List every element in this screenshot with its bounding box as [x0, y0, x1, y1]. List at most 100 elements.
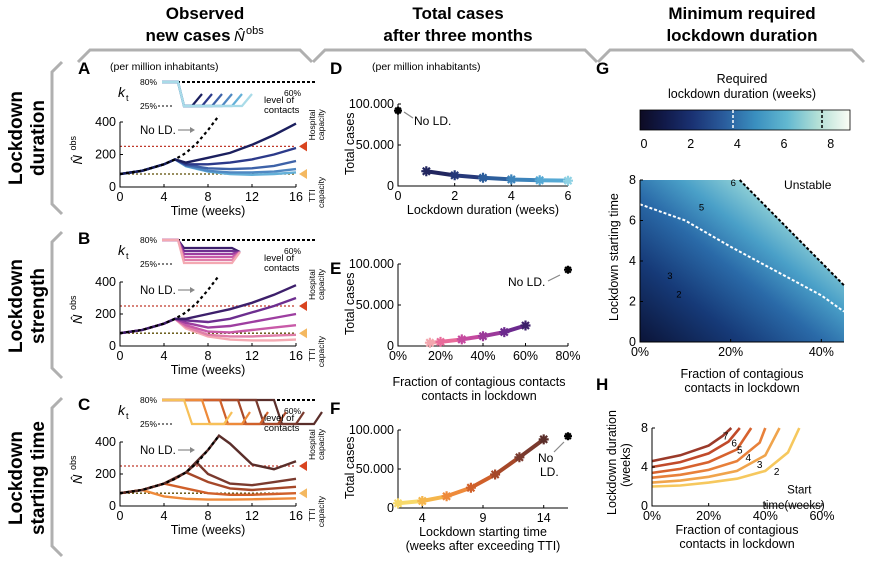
no-lockdown-point — [394, 107, 402, 115]
data-point — [457, 334, 467, 344]
colorbar-tick-label: 4 — [734, 137, 741, 151]
colorbar: Required lockdown duration (weeks) — [640, 72, 850, 130]
data-point — [499, 327, 509, 337]
panel-h-required-duration: 765432Starttime(weeks)0%20%40%60%048Lock… — [605, 410, 835, 551]
contour-label: 6 — [731, 178, 736, 189]
x-tick-label: 8 — [205, 190, 212, 204]
x-tick-label: 8 — [205, 349, 212, 363]
panel-letter-d: D — [330, 59, 342, 78]
y-tick-label: 100.000 — [349, 97, 394, 111]
kt-curve — [162, 82, 252, 106]
no-lockdown-label: LD. — [540, 465, 559, 479]
x-axis-label: Time (weeks) — [171, 523, 246, 537]
kt-25-label: 25% — [140, 101, 157, 111]
tti-marker — [299, 328, 307, 338]
data-point — [535, 175, 545, 185]
y-tick-label: 50.000 — [356, 138, 394, 152]
panel-letter-g: G — [596, 59, 609, 78]
row-label-duration: Lockdown duration — [6, 62, 62, 214]
tti-marker — [299, 169, 307, 179]
series-segment — [471, 474, 495, 487]
x-axis-label-2: contacts in lockdown — [679, 537, 794, 551]
hospital-marker — [299, 301, 307, 311]
x-tick-label: 14 — [537, 511, 551, 525]
y-axis-label: N̂ — [70, 314, 85, 324]
svg-text:obs: obs — [246, 25, 264, 37]
tti-marker — [299, 488, 307, 498]
x-tick-label: 16 — [289, 509, 303, 523]
data-point — [506, 174, 516, 184]
data-point — [466, 483, 476, 493]
x-axis-label: Fraction of contagious — [681, 367, 804, 381]
y-axis-label-2: (weeks) — [619, 443, 633, 487]
no-lockdown-label: No LD. — [414, 114, 451, 128]
level-of-contacts: contacts — [264, 423, 300, 434]
x-tick-label: 40% — [809, 345, 834, 359]
y-tick-label: 0 — [109, 339, 116, 353]
column-title-total-cases: Total cases after three months — [383, 4, 532, 45]
y-tick-label: 50.000 — [356, 462, 394, 476]
hospital-label: capacity — [316, 428, 326, 460]
hospital-label: capacity — [316, 268, 326, 300]
contour-label: 3 — [667, 271, 672, 282]
level-of-contacts: contacts — [264, 105, 300, 116]
x-tick-label: 60% — [513, 349, 538, 363]
svg-text:after three months: after three months — [383, 26, 532, 45]
no-lockdown-arrow — [404, 112, 413, 118]
data-point — [478, 173, 488, 183]
panel-letter-b: B — [78, 229, 90, 248]
x-tick-label: 40% — [470, 349, 495, 363]
no-lockdown-label: No LD. — [140, 445, 176, 457]
svg-text:strength: strength — [28, 268, 49, 344]
series-segment — [447, 488, 471, 497]
x-axis-label: Lockdown duration (weeks) — [407, 203, 559, 217]
no-lockdown-arrow — [554, 442, 564, 452]
y-axis-label-sup: obs — [68, 135, 78, 150]
kt-curve — [162, 240, 240, 252]
kt-curve — [162, 82, 212, 106]
y-tick-label: 100.000 — [349, 423, 394, 437]
svg-text:Required: Required — [717, 72, 768, 86]
y-tick-label: 0 — [109, 499, 116, 513]
unstable-label: Unstable — [784, 178, 832, 192]
y-tick-label: 200 — [95, 148, 116, 162]
curve-label: 5 — [737, 445, 743, 456]
svg-text:duration: duration — [28, 100, 49, 176]
colorbar-tick-label: 0 — [641, 137, 648, 151]
x-tick-label: 60% — [809, 509, 834, 523]
x-axis-label-2: contacts in lockdown — [684, 381, 799, 395]
y-tick-label: 0 — [629, 335, 636, 349]
hospital-label: capacity — [316, 108, 326, 140]
svg-text:Lockdown: Lockdown — [6, 259, 27, 353]
kt-symbol: k — [118, 84, 126, 100]
no-lockdown-arrowhead — [190, 287, 195, 293]
y-axis-label: Total cases — [343, 272, 357, 335]
y-axis-label: N̂ — [70, 474, 85, 484]
per-million-d: (per million inhabitants) — [372, 61, 481, 73]
y-tick-label: 50.000 — [356, 298, 394, 312]
y-tick-label: 4 — [629, 254, 636, 268]
x-tick-label: 4 — [161, 509, 168, 523]
y-tick-label: 0 — [387, 501, 394, 515]
kt-symbol: k — [118, 402, 126, 418]
no-lockdown-label: No — [538, 451, 554, 465]
colorbar-tick-label: 2 — [687, 137, 694, 151]
y-tick-label: 0 — [387, 339, 394, 353]
kt-80-label: 80% — [140, 235, 157, 245]
x-tick-label: 0 — [117, 190, 124, 204]
curve-label: 2 — [774, 467, 780, 478]
x-tick-label: 16 — [289, 349, 303, 363]
colorbar-tick-label: 6 — [781, 137, 788, 151]
x-axis-label: Fraction of contagious contacts — [392, 375, 565, 389]
x-tick-label: 0 — [117, 349, 124, 363]
x-tick-label: 4 — [161, 349, 168, 363]
x-tick-label: 9 — [480, 511, 487, 525]
x-axis-label: Fraction of contagious — [676, 523, 799, 537]
x-tick-label: 16 — [289, 190, 303, 204]
curve-label: 7 — [723, 432, 729, 443]
y-tick-label: 4 — [641, 460, 648, 474]
y-tick-label: 8 — [629, 173, 636, 187]
